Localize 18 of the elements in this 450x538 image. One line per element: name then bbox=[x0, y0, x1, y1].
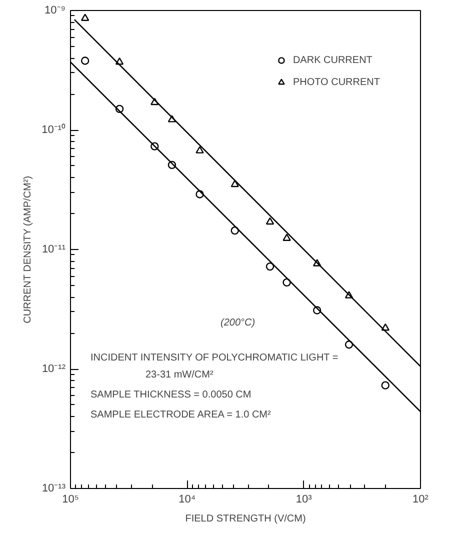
legend-label: PHOTO CURRENT bbox=[292, 76, 380, 88]
x-tick-label: 10³ bbox=[296, 494, 312, 506]
y-tick-label: 10⁻⁹ bbox=[44, 4, 66, 16]
y-tick-label: 10⁻¹⁰ bbox=[42, 123, 66, 136]
x-tick-label: 10² bbox=[412, 494, 429, 506]
x-tick-label: 10⁵ bbox=[62, 494, 79, 506]
annotation: SAMPLE THICKNESS = 0.0050 CM bbox=[90, 390, 252, 400]
y-tick-label: 10⁻¹³ bbox=[42, 482, 66, 494]
legend-label: DARK CURRENT bbox=[292, 54, 372, 66]
y-tick-label: 10⁻¹² bbox=[42, 363, 66, 375]
x-tick-label: 10⁴ bbox=[178, 494, 196, 506]
y-tick-label: 10⁻¹¹ bbox=[42, 244, 66, 256]
annotation: INCIDENT INTENSITY OF POLYCHROMATIC LIGHT = bbox=[90, 352, 338, 364]
annotation: (200°C) bbox=[220, 318, 256, 328]
annotation: 23-31 mW/CM² bbox=[146, 370, 214, 380]
annotation: SAMPLE ELECTRODE AREA = 1.0 CM² bbox=[90, 410, 272, 420]
y-axis-title: CURRENT DENSITY (AMP/CM²) bbox=[22, 176, 34, 324]
x-axis-title: FIELD STRENGTH (V/CM) bbox=[185, 514, 306, 524]
